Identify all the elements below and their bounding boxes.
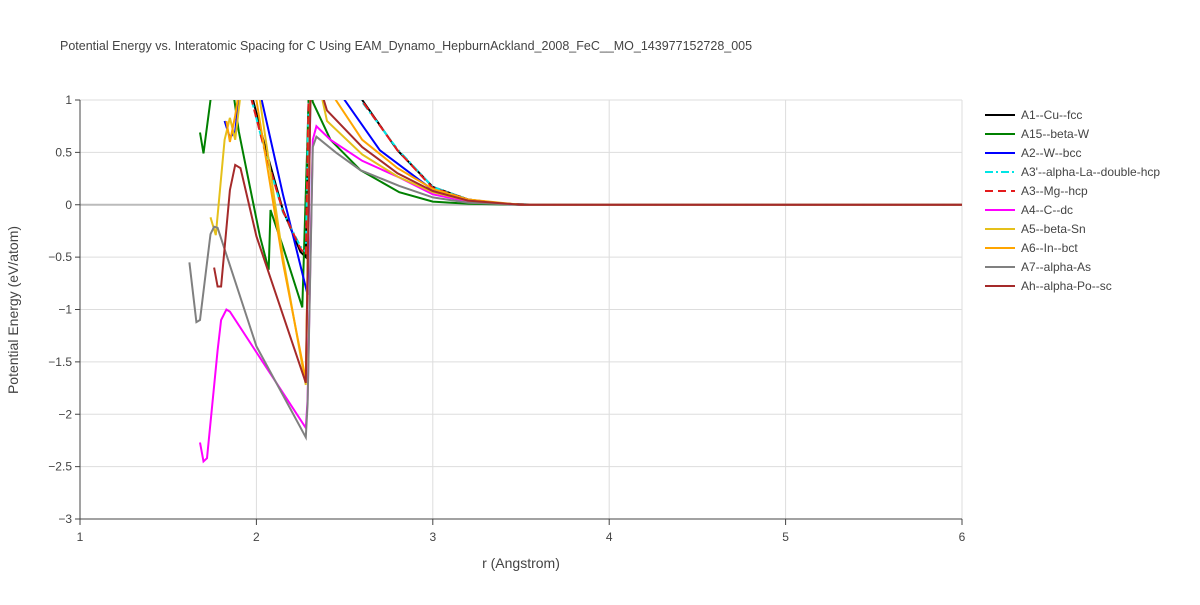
x-tick-label: 5 [782, 530, 789, 544]
y-tick-label: −2.5 [48, 460, 72, 474]
legend-label: A3--Mg--hcp [1021, 184, 1088, 198]
series-line [213, 100, 962, 384]
legend-label: A6--In--bct [1021, 241, 1078, 255]
legend-label: Ah--alpha-Po--sc [1021, 279, 1112, 293]
series-line [209, 100, 962, 386]
y-tick-label: −1.5 [48, 355, 72, 369]
y-tick-label: 0 [65, 198, 72, 212]
series-line [199, 100, 962, 308]
legend-label: A2--W--bcc [1021, 146, 1081, 160]
x-tick-label: 2 [253, 530, 260, 544]
legend-label: A5--beta-Sn [1021, 222, 1086, 236]
x-tick-label: 1 [77, 530, 84, 544]
y-tick-label: 0.5 [55, 145, 72, 159]
series-line [250, 100, 962, 255]
y-tick-label: −1 [58, 303, 72, 317]
y-tick-label: −2 [58, 407, 72, 421]
x-tick-label: 6 [959, 530, 966, 544]
y-tick-label: −3 [58, 512, 72, 526]
y-tick-label: −0.5 [48, 250, 72, 264]
y-axis-label: Potential Energy (eV/atom) [5, 226, 21, 394]
legend-label: A15--beta-W [1021, 127, 1090, 141]
x-tick-label: 4 [606, 530, 613, 544]
series-line [223, 100, 962, 296]
x-axis-label: r (Angstrom) [482, 555, 560, 571]
series-line [225, 100, 962, 380]
plot-area [188, 100, 962, 464]
legend-label: A7--alpha-As [1021, 260, 1091, 274]
chart-title: Potential Energy vs. Interatomic Spacing… [60, 39, 752, 53]
x-tick-label: 3 [429, 530, 436, 544]
y-tick-label: 1 [65, 93, 72, 107]
legend-label: A1--Cu--fcc [1021, 108, 1082, 122]
series-line [199, 124, 962, 464]
legend-label: A4--C--dc [1021, 203, 1073, 217]
legend-label: A3'--alpha-La--double-hcp [1021, 165, 1160, 179]
